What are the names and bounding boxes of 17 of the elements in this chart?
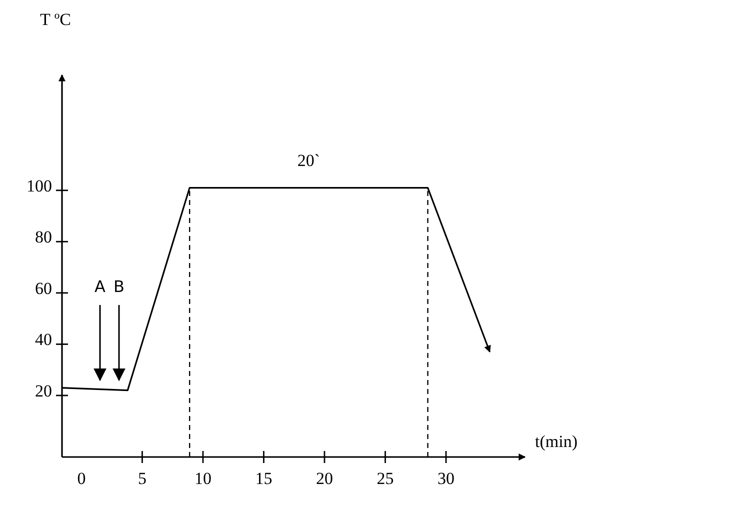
x-tick-label: 20 xyxy=(316,469,333,488)
x-tick-label: 0 xyxy=(77,469,86,488)
x-axis-title: t(min) xyxy=(535,432,578,451)
y-tick-label: 40 xyxy=(35,330,52,350)
x-tick-label: 10 xyxy=(194,469,212,488)
y-tick-label: 60 xyxy=(35,278,52,298)
x-tick-label: 5 xyxy=(138,469,146,488)
x-tick-label: 30 xyxy=(438,469,455,488)
annotation: A xyxy=(94,277,106,296)
y-tick-label: 100 xyxy=(26,176,52,196)
annotation: B xyxy=(114,277,124,296)
y-tick-label: 20 xyxy=(35,381,52,400)
y-tick-label: 80 xyxy=(35,228,52,247)
x-tick-label: 25 xyxy=(376,469,394,488)
x-tick-label: 15 xyxy=(255,469,272,488)
annotation: 20` xyxy=(297,150,320,170)
y-axis-title: T ºC xyxy=(40,10,71,29)
